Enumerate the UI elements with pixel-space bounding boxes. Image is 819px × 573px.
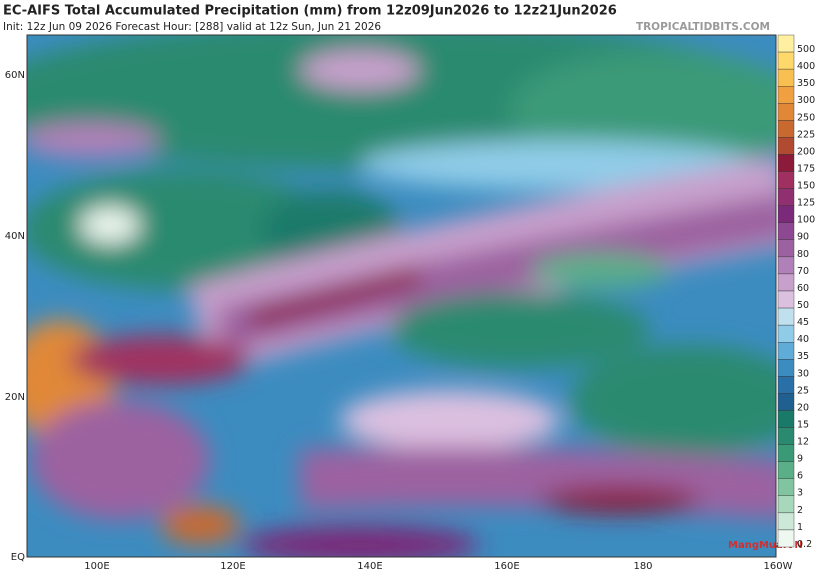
lat-label: 20N [5, 392, 25, 403]
colorbar-box [777, 529, 795, 548]
colorbar-box [777, 154, 795, 172]
colorbar-box [777, 137, 795, 155]
colorbar-box [777, 103, 795, 121]
colorbar-label: 12 [797, 437, 809, 448]
colorbar-label: 40 [797, 334, 809, 345]
colorbar-label: 400 [797, 61, 815, 72]
colorbar-label: 45 [797, 317, 809, 328]
colorbar-box [777, 171, 795, 189]
subtitle: Init: 12z Jun 09 2026 Forecast Hour: [28… [3, 21, 381, 33]
colorbar-label: 1 [797, 522, 803, 533]
colorbar-box [777, 478, 795, 497]
colorbar-box [777, 256, 795, 275]
colorbar-box [777, 222, 795, 241]
colorbar-label: 90 [797, 232, 809, 243]
overlay: MangMua.VN [728, 540, 803, 551]
lon-label: 180 [633, 561, 652, 572]
colorbar-box [777, 68, 795, 87]
colorbar-label: 30 [797, 368, 809, 379]
colorbar-box [777, 51, 795, 70]
colorbar-label: 35 [797, 351, 809, 362]
colorbar-label: 20 [797, 402, 809, 413]
colorbar-box [777, 239, 795, 258]
colorbar-box [777, 34, 795, 53]
colorbar-box [777, 427, 795, 445]
colorbar-label: 250 [797, 112, 815, 123]
colorbar-box [777, 85, 795, 104]
lon-label: 160E [494, 561, 519, 572]
colorbar-label: 6 [797, 471, 803, 482]
lon-label: 120E [220, 561, 245, 572]
colorbar-label: 70 [797, 266, 809, 277]
colorbar-box [777, 376, 795, 394]
colorbar-box [777, 188, 795, 206]
precip-map [27, 35, 776, 557]
colorbar-label: 350 [797, 78, 815, 89]
lon-label: 160W [764, 561, 793, 572]
colorbar-box [777, 461, 795, 479]
lat-label: EQ [11, 552, 25, 563]
colorbar-label: 100 [797, 215, 815, 226]
title: EC-AIFS Total Accumulated Precipitation … [3, 4, 617, 19]
colorbar-label: 80 [797, 249, 809, 260]
colorbar-box [777, 495, 795, 514]
colorbar-box [777, 393, 795, 411]
colorbar-box [777, 512, 795, 531]
lat-label: 60N [5, 70, 25, 81]
colorbar-box [777, 273, 795, 292]
colorbar-label: 125 [797, 198, 815, 209]
map-frame [26, 34, 777, 558]
colorbar-box [777, 342, 795, 360]
colorbar-box [777, 410, 795, 428]
lat-label: 40N [5, 231, 25, 242]
colorbar-box [777, 120, 795, 138]
colorbar-label: 200 [797, 146, 815, 157]
colorbar-box [777, 359, 795, 377]
colorbar-label: 50 [797, 300, 809, 311]
colorbar-label: 2 [797, 505, 803, 516]
colorbar-label: 500 [797, 44, 815, 55]
watermark: MangMua.VN [728, 540, 803, 551]
lon-label: 100E [84, 561, 109, 572]
colorbar-label: 175 [797, 163, 815, 174]
brand: TROPICALTIDBITS.COM [636, 21, 770, 33]
colorbar-label: 9 [797, 454, 803, 465]
colorbar-box [777, 324, 795, 343]
colorbar-box [777, 205, 795, 223]
colorbar-label: 0.2 [797, 539, 812, 550]
colorbar-label: 25 [797, 385, 809, 396]
colorbar-box [777, 290, 795, 309]
colorbar-label: 225 [797, 129, 815, 140]
colorbar-label: 300 [797, 95, 815, 106]
colorbar-box [777, 444, 795, 462]
colorbar-box [777, 307, 795, 326]
lon-label: 140E [357, 561, 382, 572]
colorbar-label: 60 [797, 283, 809, 294]
colorbar-label: 15 [797, 419, 809, 430]
colorbar-label: 150 [797, 181, 815, 192]
colorbar-label: 3 [797, 488, 803, 499]
